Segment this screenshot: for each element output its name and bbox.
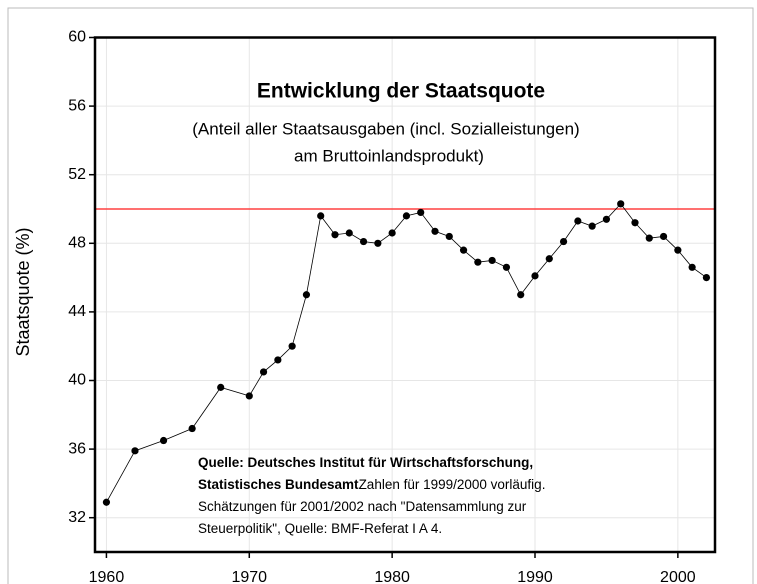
y-tick-label: 48 (68, 235, 86, 252)
data-point (502, 263, 511, 271)
annotation: Steuerpolitik", Quelle: BMF-Referat I A … (198, 521, 442, 536)
data-point (488, 256, 496, 265)
x-tick-label: 1980 (374, 569, 410, 584)
data-point (245, 392, 253, 400)
chart-title: Entwicklung der Staatsquote (257, 80, 545, 103)
data-point (374, 239, 382, 247)
data-point (574, 217, 582, 225)
data-point (159, 436, 168, 445)
y-tick-label: 32 (68, 509, 86, 526)
data-point (531, 272, 539, 280)
data-point (188, 424, 196, 433)
y-tick-label: 40 (68, 372, 86, 389)
data-point (474, 258, 482, 266)
data-point (431, 227, 439, 235)
data-point (417, 208, 425, 217)
annotation: Statistisches BundesamtZahlen für 1999/2… (198, 477, 545, 492)
data-point (602, 215, 611, 223)
data-point (631, 219, 639, 227)
annotation-part: Quelle: Deutsches Institut für Wirtschaf… (198, 455, 533, 470)
y-tick-label: 56 (68, 97, 86, 114)
y-tick-label: 36 (68, 440, 86, 457)
data-point (559, 237, 568, 246)
data-point (331, 231, 339, 239)
data-point (517, 291, 525, 299)
y-tick-label: 44 (68, 303, 86, 320)
y-tick-label: 52 (68, 166, 86, 183)
annotation-part: Steuerpolitik", Quelle: BMF-Referat I A … (198, 521, 442, 536)
frame (7, 7, 754, 584)
data-point (388, 229, 396, 237)
annotation: Schätzungen für 2001/2002 nach "Datensam… (198, 499, 527, 514)
data-point (259, 368, 268, 376)
x-tick-label: 1960 (89, 569, 125, 584)
data-point (459, 246, 468, 254)
data-point (102, 498, 111, 506)
data-point (288, 342, 296, 350)
data-point (702, 274, 711, 282)
data-point (659, 232, 668, 241)
annotation-part: Schätzungen für 2001/2002 nach "Datensam… (198, 499, 527, 514)
y-axis-label: Staatsquote (%) (13, 227, 33, 356)
data-point (545, 255, 553, 263)
data-point (317, 212, 325, 220)
data-point (674, 246, 682, 254)
data-point (617, 200, 625, 208)
data-point (359, 237, 368, 246)
x-tick-label: 2000 (660, 569, 696, 584)
data-point (588, 222, 596, 230)
data-point (688, 263, 696, 271)
x-tick-label: 1990 (517, 569, 553, 584)
data-point (402, 212, 411, 220)
subtitle: am Bruttoinlandsprodukt) (294, 146, 484, 165)
data-point (345, 229, 353, 237)
data-point (645, 234, 653, 242)
data-point (131, 447, 139, 455)
subtitle: (Anteil aller Staatsausgaben (incl. Sozi… (192, 119, 579, 138)
data-point (302, 291, 311, 299)
annotation: Quelle: Deutsches Institut für Wirtschaf… (198, 455, 533, 470)
plot-border (93, 36, 717, 554)
data-point (445, 232, 453, 241)
data-point (274, 356, 282, 364)
data-point (217, 383, 225, 391)
annotation-part: Zahlen für 1999/2000 vorläufig. (359, 477, 546, 492)
annotation-part: Statistisches Bundesamt (198, 477, 359, 492)
x-tick-label: 1970 (231, 569, 267, 584)
y-tick-label: 60 (68, 29, 86, 46)
